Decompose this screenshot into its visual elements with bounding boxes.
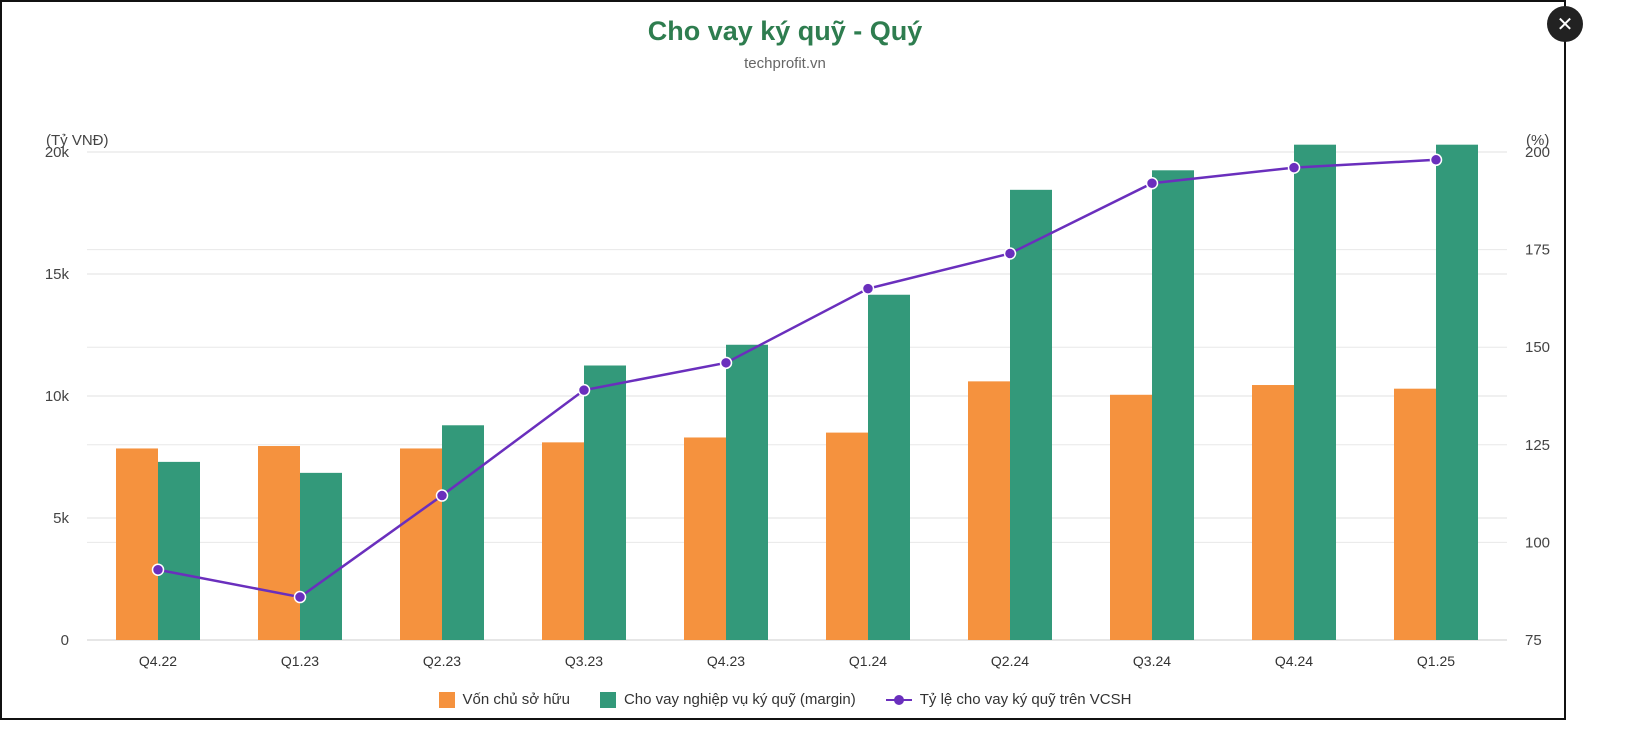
x-tick-label: Q2.24 (991, 653, 1029, 669)
bar-equity (1252, 385, 1294, 640)
bar-equity (258, 446, 300, 640)
x-tick-label: Q2.23 (423, 653, 461, 669)
legend-swatch-ratio (885, 694, 912, 706)
chart-plot: 75 100 125 150 175 200 0 5k 10k 15k 20k Q4.22 Q1.23 Q… (45, 144, 1550, 669)
left-tick-label: 15k (45, 266, 70, 283)
bar-margin (158, 461, 200, 640)
legend-item-ratio[interactable]: Tỷ lệ cho vay ký quỹ trên VCSH (885, 691, 1132, 708)
left-tick-label: 0 (61, 632, 69, 649)
right-tick-label: 150 (1525, 339, 1550, 356)
bar-margin (1152, 170, 1194, 641)
bar-equity (1394, 388, 1436, 640)
bar-margin (300, 472, 342, 640)
ratio-point (1003, 247, 1017, 260)
bar-equity (542, 442, 584, 640)
legend-label-equity: Vốn chủ sở hữu (462, 691, 570, 708)
x-tick-label: Q4.22 (139, 653, 177, 669)
bar-equity (826, 432, 868, 640)
right-tick-label: 125 (1525, 437, 1550, 454)
bar-equity (400, 448, 442, 640)
x-tick-label: Q4.23 (707, 653, 745, 669)
bar-margin (1294, 144, 1336, 640)
ratio-point (1287, 161, 1301, 174)
ratio-point (151, 563, 165, 576)
ratio-point (435, 489, 449, 502)
ratio-point (1429, 153, 1443, 167)
right-tick-label: 100 (1525, 534, 1550, 551)
legend-item-margin[interactable]: Cho vay nghiệp vụ ký quỹ (margin) (599, 691, 856, 708)
bar-equity (968, 381, 1010, 640)
legend-swatch-margin (599, 691, 616, 708)
ratio-point (719, 356, 733, 370)
legend-label-ratio: Tỷ lệ cho vay ký quỹ trên VCSH (919, 691, 1132, 708)
ratio-point (1145, 176, 1159, 190)
x-tick-label: Q3.24 (1133, 653, 1171, 669)
right-tick-label: 75 (1525, 632, 1542, 649)
ratio-point (293, 590, 307, 604)
bar-margin (726, 344, 768, 640)
x-tick-label: Q1.24 (849, 653, 887, 669)
legend-label-margin: Cho vay nghiệp vụ ký quỹ (margin) (623, 691, 856, 708)
ratio-line (157, 158, 1437, 599)
bar-equity (684, 437, 726, 640)
bar-margin (442, 425, 484, 640)
chart-subtitle: techprofit.vn (744, 55, 826, 72)
x-tick-label: Q1.23 (281, 653, 319, 669)
bar-equity (1110, 394, 1152, 640)
bar-margin (868, 294, 910, 640)
left-tick-label: 20k (45, 144, 70, 161)
bar-equity (116, 448, 158, 640)
legend-swatch-equity (438, 691, 455, 708)
close-icon[interactable]: ✕ (1547, 6, 1583, 42)
bar-margin (584, 365, 626, 640)
right-axis-unit: (%) (1526, 132, 1550, 149)
x-tick-label: Q3.23 (565, 653, 603, 669)
ratio-point (577, 383, 591, 397)
left-axis-unit: (Tỷ VNĐ) (46, 132, 109, 149)
x-tick-label: Q4.24 (1275, 653, 1313, 669)
bar-margin (1010, 189, 1052, 640)
bar-margin (1436, 144, 1478, 640)
chart-title: Cho vay ký quỹ - Quý (647, 16, 923, 46)
left-tick-label: 10k (45, 388, 70, 405)
chart-frame: Cho vay ký quỹ - Quý techprofit.vn (Tỷ V… (0, 0, 1566, 720)
legend: Vốn chủ sở hữu Cho vay nghiệp vụ ký quỹ … (2, 691, 1568, 708)
legend-item-equity[interactable]: Vốn chủ sở hữu (438, 691, 570, 708)
right-tick-label: 175 (1525, 242, 1550, 259)
right-tick-label: 200 (1525, 144, 1550, 161)
left-tick-label: 5k (53, 510, 69, 527)
x-tick-label: Q1.25 (1417, 653, 1455, 669)
ratio-point (861, 282, 875, 295)
